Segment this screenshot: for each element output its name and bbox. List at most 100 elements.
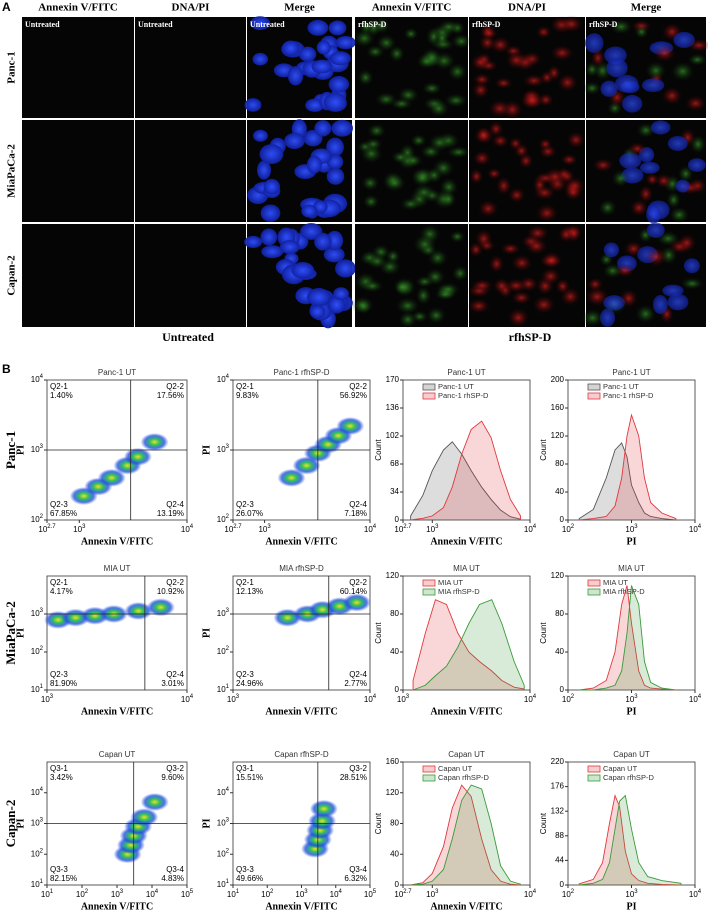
cell xyxy=(622,94,643,113)
cell xyxy=(470,278,494,293)
x-tick-label: 103 xyxy=(426,524,439,535)
y-tick-label: 101 xyxy=(31,879,44,890)
plot-frame xyxy=(232,575,371,691)
cell xyxy=(395,297,420,315)
legend-swatch xyxy=(587,774,601,782)
cell xyxy=(314,120,332,137)
cell xyxy=(425,167,443,184)
y-tick-label: 34 xyxy=(390,487,399,496)
y-tick-label: 102 xyxy=(386,431,400,440)
cell xyxy=(361,175,380,191)
micrograph: Untreated xyxy=(22,17,134,118)
chart-title: MIA rfhSP-D xyxy=(279,564,324,573)
histogram-area xyxy=(412,599,525,691)
cell xyxy=(669,206,690,224)
x-tick-label: 103 xyxy=(227,694,240,705)
quadrant-name: Q2-1 xyxy=(236,382,254,391)
cell xyxy=(638,184,654,204)
x-axis-label: Annexin V/FITC xyxy=(265,901,337,912)
quadrant-percent: 56.92% xyxy=(340,391,367,400)
cell xyxy=(428,100,450,118)
cell xyxy=(451,33,472,49)
quadrant-percent: 13.19% xyxy=(157,509,184,518)
micrograph xyxy=(244,223,356,329)
row-label: MiaPaCa-2 xyxy=(6,144,18,198)
cell xyxy=(590,48,606,68)
legend-swatch xyxy=(422,383,436,391)
legend-swatch xyxy=(587,579,601,587)
cell xyxy=(510,254,533,272)
image-tag: Untreated xyxy=(25,20,60,29)
histogram-area xyxy=(410,420,521,521)
quadrant-name: Q3-2 xyxy=(166,764,184,773)
cell xyxy=(629,198,649,217)
quadrant-name: Q2-4 xyxy=(166,670,184,679)
cell xyxy=(434,288,457,301)
legend-label: MIA UT xyxy=(603,578,628,587)
cell xyxy=(333,287,349,301)
legend-swatch xyxy=(422,774,436,782)
cell xyxy=(488,120,504,137)
panel-b: B Panc-1 MiaPaCa-2 Capan-2 Panc-1 UT 102.7 103… xyxy=(2,362,702,912)
cell xyxy=(307,19,329,36)
cell xyxy=(661,86,683,106)
quadrant-name: Q3-1 xyxy=(236,764,254,773)
plot-frame xyxy=(402,575,531,691)
cell xyxy=(469,168,484,185)
y-tick-label: 0 xyxy=(395,880,400,889)
cell xyxy=(535,25,552,39)
cell xyxy=(412,183,436,201)
cell xyxy=(244,98,262,112)
quadrant-name: Q3-3 xyxy=(236,865,254,874)
x-tick-label: 104 xyxy=(689,694,702,705)
histogram-area xyxy=(579,794,682,886)
plot-frame xyxy=(402,379,531,521)
cell xyxy=(662,284,684,297)
quadrant-percent: 12.13% xyxy=(236,587,263,596)
micrograph-bg xyxy=(22,120,134,222)
quadrant-percent: 4.17% xyxy=(50,587,73,596)
cell xyxy=(566,131,586,149)
legend-swatch xyxy=(422,588,436,596)
cell xyxy=(541,251,563,270)
cell xyxy=(653,44,677,63)
x-tick-label: 102.7 xyxy=(394,889,412,900)
cell xyxy=(281,40,300,56)
y-axis-label: PI xyxy=(15,628,26,638)
quadrant-name: Q3-3 xyxy=(50,865,68,874)
x-tick-label: 103 xyxy=(258,524,271,535)
legend-swatch xyxy=(422,765,436,773)
micrograph-bg xyxy=(22,17,134,118)
y-tick-label: 120 xyxy=(386,788,400,797)
micrograph-bg xyxy=(22,224,134,327)
y-tick-label: 80 xyxy=(555,459,564,468)
y-tick-label: 132 xyxy=(551,806,565,815)
cell xyxy=(291,262,315,279)
micrograph: Untreated xyxy=(135,17,246,118)
legend-label: Panc-1 rhSP-D xyxy=(603,391,654,400)
x-tick-label: 104 xyxy=(524,694,537,705)
cell xyxy=(361,279,384,293)
x-tick-label: 102 xyxy=(562,524,575,535)
y-tick-label: 0 xyxy=(560,880,565,889)
micrograph: rfhSP-D xyxy=(353,17,472,118)
cell xyxy=(645,172,660,187)
column-header: DNA/PI xyxy=(508,2,546,14)
y-tick-label: 40 xyxy=(390,849,399,858)
micrograph xyxy=(22,224,134,327)
cell xyxy=(328,20,347,36)
cell xyxy=(331,119,353,137)
micrograph: Untreated xyxy=(244,16,356,118)
cell xyxy=(357,69,374,86)
y-tick-label: 0 xyxy=(395,685,400,694)
quadrant-name: Q2-3 xyxy=(236,500,254,509)
cell xyxy=(328,75,350,93)
quadrant-name: Q3-4 xyxy=(166,865,184,874)
cell xyxy=(403,27,419,41)
quadrant-name: Q2-2 xyxy=(349,578,367,587)
x-tick-label: 103 xyxy=(295,889,308,900)
row-label: Capan-2 xyxy=(6,255,18,296)
cell xyxy=(505,50,528,70)
cell xyxy=(555,278,571,295)
micrograph xyxy=(469,120,586,223)
